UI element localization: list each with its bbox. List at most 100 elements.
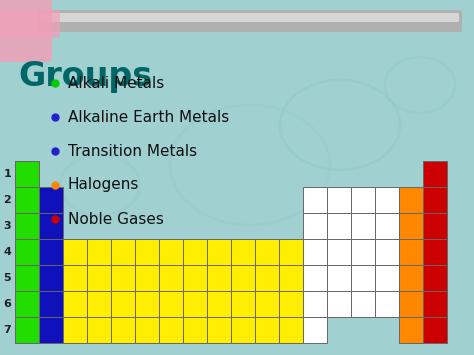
Bar — [183, 239, 207, 265]
Bar — [303, 317, 327, 343]
Bar — [87, 317, 111, 343]
Bar — [231, 239, 255, 265]
Bar — [159, 239, 183, 265]
Bar — [231, 317, 255, 343]
FancyBboxPatch shape — [0, 0, 52, 62]
Bar — [279, 265, 303, 291]
FancyBboxPatch shape — [38, 10, 462, 32]
Bar — [63, 265, 87, 291]
Bar — [15, 161, 39, 187]
Bar — [207, 291, 231, 317]
Bar — [63, 291, 87, 317]
Bar — [351, 213, 375, 239]
Bar — [15, 213, 39, 239]
Bar — [111, 291, 135, 317]
Bar — [255, 317, 279, 343]
Bar — [15, 317, 39, 343]
Bar — [135, 265, 159, 291]
Bar — [327, 265, 351, 291]
Bar — [183, 291, 207, 317]
Bar — [423, 265, 447, 291]
Bar — [399, 187, 423, 213]
Text: Alkali Metals: Alkali Metals — [68, 76, 164, 91]
Bar — [375, 187, 399, 213]
Text: 1: 1 — [3, 169, 11, 179]
Bar — [87, 291, 111, 317]
Bar — [375, 239, 399, 265]
Bar — [423, 161, 447, 187]
Bar — [15, 291, 39, 317]
Bar — [231, 265, 255, 291]
Bar — [135, 317, 159, 343]
Bar — [375, 213, 399, 239]
Text: 3: 3 — [3, 221, 11, 231]
Bar — [303, 187, 327, 213]
Bar — [423, 213, 447, 239]
Bar — [303, 213, 327, 239]
Text: 2: 2 — [3, 195, 11, 205]
Bar — [399, 239, 423, 265]
Bar — [399, 317, 423, 343]
Bar — [15, 239, 39, 265]
Text: 6: 6 — [3, 299, 11, 309]
Bar — [39, 213, 63, 239]
FancyBboxPatch shape — [0, 10, 60, 38]
Text: Halogens: Halogens — [68, 178, 139, 192]
Text: Noble Gases: Noble Gases — [68, 212, 164, 226]
Bar — [111, 317, 135, 343]
Bar — [351, 265, 375, 291]
Bar — [159, 265, 183, 291]
Text: Groups: Groups — [18, 60, 152, 93]
Bar — [255, 239, 279, 265]
Bar — [423, 317, 447, 343]
Bar — [111, 265, 135, 291]
Bar — [279, 317, 303, 343]
Bar — [327, 213, 351, 239]
Bar — [63, 317, 87, 343]
Bar — [423, 187, 447, 213]
Bar — [351, 239, 375, 265]
Bar — [63, 239, 87, 265]
Bar — [303, 291, 327, 317]
Bar — [255, 291, 279, 317]
Bar — [39, 317, 63, 343]
Text: 7: 7 — [3, 325, 11, 335]
Bar — [207, 265, 231, 291]
Bar — [39, 291, 63, 317]
Bar — [327, 187, 351, 213]
Bar — [39, 265, 63, 291]
Bar — [87, 239, 111, 265]
Bar — [303, 265, 327, 291]
Bar — [351, 187, 375, 213]
Bar — [15, 265, 39, 291]
Bar — [111, 239, 135, 265]
Bar — [39, 187, 63, 213]
Bar — [423, 291, 447, 317]
FancyBboxPatch shape — [41, 13, 459, 22]
Bar — [159, 291, 183, 317]
Bar — [375, 291, 399, 317]
Bar — [135, 291, 159, 317]
Bar — [399, 291, 423, 317]
Bar — [279, 291, 303, 317]
Bar — [39, 239, 63, 265]
Bar — [207, 239, 231, 265]
Text: Transition Metals: Transition Metals — [68, 143, 197, 158]
Bar — [399, 213, 423, 239]
Bar — [423, 239, 447, 265]
Bar — [15, 187, 39, 213]
Text: Alkaline Earth Metals: Alkaline Earth Metals — [68, 109, 229, 125]
Text: 5: 5 — [3, 273, 11, 283]
Bar — [327, 291, 351, 317]
Bar — [351, 291, 375, 317]
Bar — [279, 239, 303, 265]
Bar — [183, 265, 207, 291]
Bar — [255, 265, 279, 291]
Bar — [231, 291, 255, 317]
Bar — [327, 239, 351, 265]
Text: 4: 4 — [3, 247, 11, 257]
Bar — [375, 265, 399, 291]
Bar — [183, 317, 207, 343]
Bar — [303, 239, 327, 265]
Bar — [135, 239, 159, 265]
